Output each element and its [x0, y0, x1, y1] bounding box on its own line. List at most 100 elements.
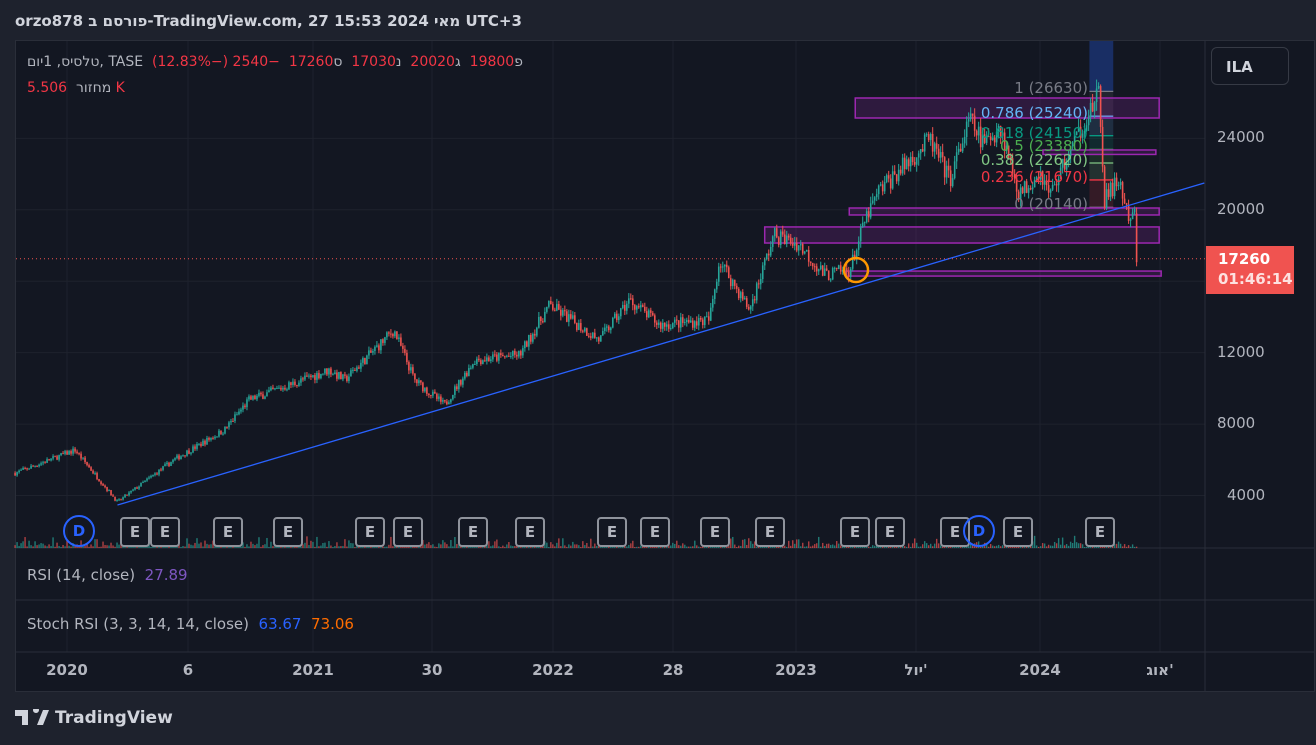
candle-body: [981, 134, 984, 148]
candle-body: [324, 368, 326, 374]
earnings-event-marker[interactable]: E: [875, 517, 905, 547]
volume-bar: [396, 546, 398, 548]
candle-body: [883, 181, 886, 192]
candle-body: [290, 382, 292, 386]
volume-bar: [878, 546, 880, 548]
candle-body: [532, 333, 534, 342]
earnings-event-marker[interactable]: E: [700, 517, 730, 547]
candle-body: [877, 185, 880, 195]
time-tick: אוג': [1146, 661, 1174, 679]
rsi-label: RSI (14, close): [27, 566, 136, 584]
earnings-event-marker[interactable]: E: [213, 517, 243, 547]
candle-body: [675, 319, 678, 321]
candle-body: [588, 335, 590, 337]
candle-body: [1085, 125, 1088, 131]
low-label: נ: [395, 54, 402, 70]
candle-body: [614, 313, 616, 318]
volume-bar: [1005, 546, 1008, 548]
volume-bar: [1063, 545, 1066, 548]
volume-bar: [254, 545, 256, 548]
candle-body: [813, 266, 816, 268]
candle-body: [476, 358, 478, 364]
candle-body: [130, 490, 132, 493]
candle-body: [703, 316, 706, 326]
price-tick: 24000: [1217, 128, 1265, 146]
candle-body: [558, 304, 560, 310]
candle-body: [1117, 185, 1120, 187]
earnings-event-marker[interactable]: E: [393, 517, 423, 547]
volume-bar: [632, 540, 634, 548]
volume-bar: [144, 546, 146, 548]
time-tick: 2022: [532, 661, 574, 679]
candle-body: [318, 373, 320, 379]
volume-bar: [606, 546, 608, 548]
candle-body: [628, 298, 630, 304]
currency-button[interactable]: ILA: [1211, 47, 1289, 85]
dividend-event-marker[interactable]: D: [63, 515, 95, 547]
candle-body: [630, 298, 632, 300]
volume-bar: [330, 545, 332, 548]
candle-body: [434, 391, 436, 394]
candle-body: [1049, 189, 1052, 193]
volume-bar: [1127, 545, 1130, 548]
candle-body: [84, 457, 86, 463]
volume-bar: [943, 546, 946, 548]
candle-body: [925, 134, 928, 136]
candle-body: [46, 459, 48, 463]
candle-body: [408, 362, 410, 371]
volume-bar: [772, 546, 774, 548]
volume-bar: [428, 542, 430, 548]
volume-bar: [1073, 535, 1076, 548]
volume-bar: [398, 546, 400, 548]
volume-bar: [168, 546, 170, 548]
earnings-event-marker[interactable]: E: [1003, 517, 1033, 547]
earnings-event-marker[interactable]: E: [840, 517, 870, 547]
dividend-event-marker[interactable]: D: [963, 515, 995, 547]
volume-bar: [568, 544, 570, 548]
candle-body: [659, 322, 662, 329]
candle-body: [276, 388, 278, 390]
tradingview-logo[interactable]: TradingView: [15, 708, 173, 728]
candle-body: [322, 373, 324, 375]
earnings-event-marker[interactable]: E: [597, 517, 627, 547]
volume-bar: [222, 546, 224, 548]
volume-bar: [300, 546, 302, 548]
volume-bar: [824, 545, 826, 548]
volume-bar: [312, 541, 314, 548]
candle-body: [328, 368, 330, 375]
volume-bar: [332, 546, 334, 548]
candle-body: [142, 482, 144, 484]
candle-body: [314, 375, 316, 380]
earnings-event-marker[interactable]: E: [755, 517, 785, 547]
volume-bar: [446, 544, 448, 548]
volume-bar: [742, 539, 744, 548]
earnings-event-marker[interactable]: E: [458, 517, 488, 547]
volume-bar: [164, 546, 166, 548]
earnings-event-marker[interactable]: E: [273, 517, 303, 547]
candle-body: [1055, 184, 1058, 186]
candle-body: [1121, 182, 1124, 199]
candle-body: [188, 450, 190, 454]
candle-body: [302, 378, 304, 380]
candle-body: [616, 313, 618, 321]
earnings-event-marker[interactable]: E: [640, 517, 670, 547]
earnings-event-marker[interactable]: E: [150, 517, 180, 547]
earnings-event-marker[interactable]: E: [515, 517, 545, 547]
candle-body: [212, 437, 214, 439]
candle-body: [208, 437, 210, 440]
volume-bar: [336, 542, 338, 548]
candle-body: [915, 157, 918, 165]
candle-body: [264, 396, 266, 399]
candle-body: [749, 306, 752, 310]
earnings-event-marker[interactable]: E: [1085, 517, 1115, 547]
candle-body: [158, 469, 160, 475]
candle-body: [1105, 189, 1108, 208]
volume-bar: [590, 538, 592, 548]
volume-bar: [178, 544, 180, 548]
candle-body: [172, 459, 174, 463]
candle-body: [544, 311, 546, 323]
earnings-event-marker[interactable]: E: [355, 517, 385, 547]
earnings-event-marker[interactable]: E: [120, 517, 150, 547]
volume-bar: [1037, 546, 1040, 548]
